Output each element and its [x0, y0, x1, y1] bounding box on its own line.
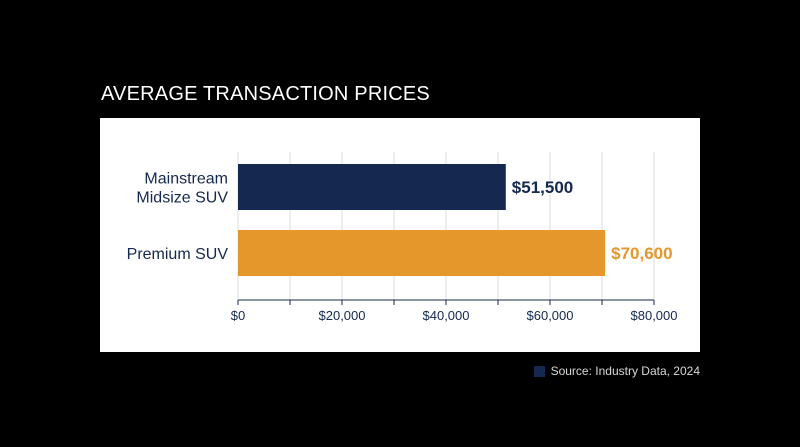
category-label: Midsize SUV [136, 190, 228, 207]
category-label: Premium SUV [127, 246, 229, 263]
category-label: Mainstream [144, 171, 228, 188]
bar-chart: $51,500 Mainstream Midsize SUV $70,600 Premi… [127, 152, 678, 323]
x-tick-label: $40,000 [423, 308, 470, 323]
chart-panel: $51,500 Mainstream Midsize SUV $70,600 Premi… [100, 118, 700, 352]
bar [238, 230, 606, 276]
bar-value-label: $51,500 [512, 178, 573, 197]
source-swatch [533, 365, 545, 377]
x-tick-label: $20,000 [319, 308, 366, 323]
source-note: Source: Industry Data, 2024 [533, 364, 700, 378]
x-tick-label: $60,000 [527, 308, 574, 323]
chart-title: AVERAGE TRANSACTION PRICES [101, 83, 430, 105]
bar [238, 164, 506, 210]
x-tick-label: $80,000 [631, 308, 678, 323]
bar-value-label: $70,600 [611, 244, 672, 263]
x-tick-label: $0 [231, 308, 245, 323]
source-text: Source: Industry Data, 2024 [550, 364, 700, 378]
